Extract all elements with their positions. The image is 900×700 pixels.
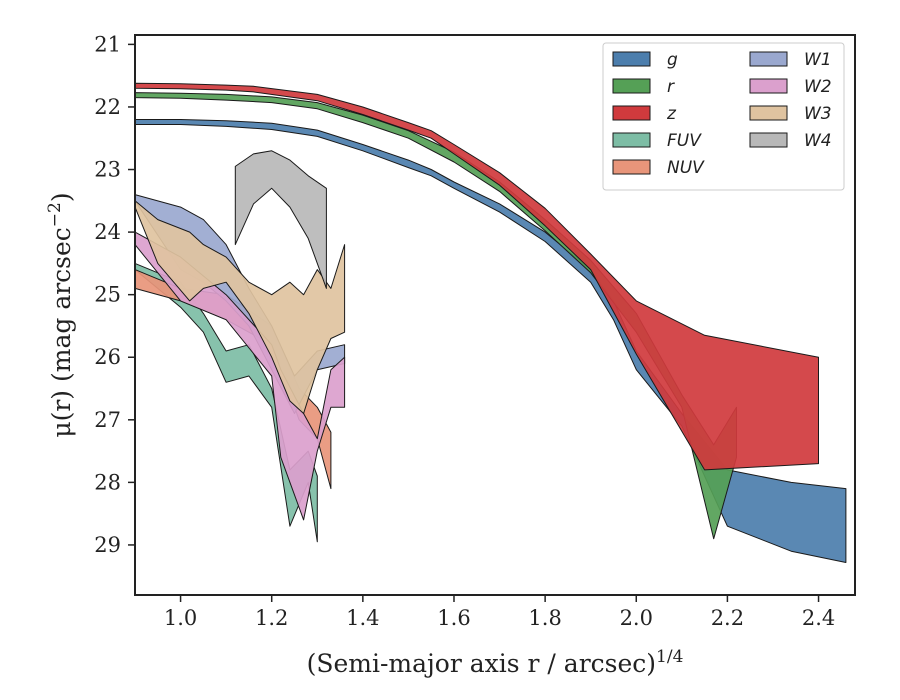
profile-bands <box>134 82 847 563</box>
y-tick-label: 22 <box>94 95 121 119</box>
y-axis-label: μ(r) (mag arcsec−2) <box>45 192 76 437</box>
y-tick-label: 21 <box>94 32 121 56</box>
legend-swatch-r <box>612 78 651 94</box>
band-z <box>134 82 819 471</box>
x-tick-label: 1.6 <box>437 606 470 630</box>
y-tick-label: 28 <box>94 470 121 494</box>
x-tick-label: 1.8 <box>528 606 561 630</box>
legend-label-w3: W3 <box>804 104 832 124</box>
legend-swatch-w2 <box>749 78 788 94</box>
y-tick-label: 24 <box>94 220 121 244</box>
band-w4 <box>234 150 327 289</box>
x-axis-label: (Semi-major axis r / arcsec)1/4 <box>307 647 684 678</box>
y-tick-label: 23 <box>94 158 121 182</box>
legend-swatch-nuv <box>612 159 651 175</box>
legend-swatch-fuv <box>612 132 651 148</box>
y-tick-label: 26 <box>94 345 121 369</box>
x-tick-label: 1.2 <box>255 606 288 630</box>
legend-label-r: r <box>667 77 675 97</box>
plot-frame <box>134 34 856 596</box>
x-tick-label: 2.0 <box>620 606 653 630</box>
x-tick-label: 2.2 <box>711 606 744 630</box>
legend-label-g: g <box>667 50 678 70</box>
y-axis-ticks: 21 22 23 24 25 26 27 28 29 <box>94 32 135 557</box>
legend-swatch-w3 <box>749 105 788 121</box>
legend: grz FUV NUV W1 W2 W3 W4 <box>602 42 845 191</box>
legend-swatch-z <box>612 105 651 121</box>
x-tick-label: 1.0 <box>164 606 197 630</box>
legend-label-w1: W1 <box>804 50 832 70</box>
legend-label-w2: W2 <box>804 77 832 97</box>
x-tick-label: 2.4 <box>802 606 835 630</box>
band-fuv <box>134 262 318 543</box>
legend-label-fuv: FUV <box>667 131 702 151</box>
legend-label-w4: W4 <box>804 131 832 151</box>
y-tick-label: 25 <box>94 283 121 307</box>
legend-swatch-w1 <box>749 51 788 67</box>
band-g <box>134 119 847 563</box>
legend-swatch-w4 <box>749 132 788 148</box>
x-tick-label: 1.4 <box>346 606 379 630</box>
legend-label-nuv: NUV <box>667 158 705 178</box>
y-tick-label: 27 <box>94 408 121 432</box>
y-tick-label: 29 <box>94 533 121 557</box>
band-w3 <box>134 200 346 414</box>
legend-label-z: z <box>666 104 677 124</box>
x-axis-ticks: 1.0 1.2 1.4 1.6 1.8 2.0 2.2 2.4 <box>164 595 835 630</box>
legend-swatch-g <box>612 51 651 67</box>
